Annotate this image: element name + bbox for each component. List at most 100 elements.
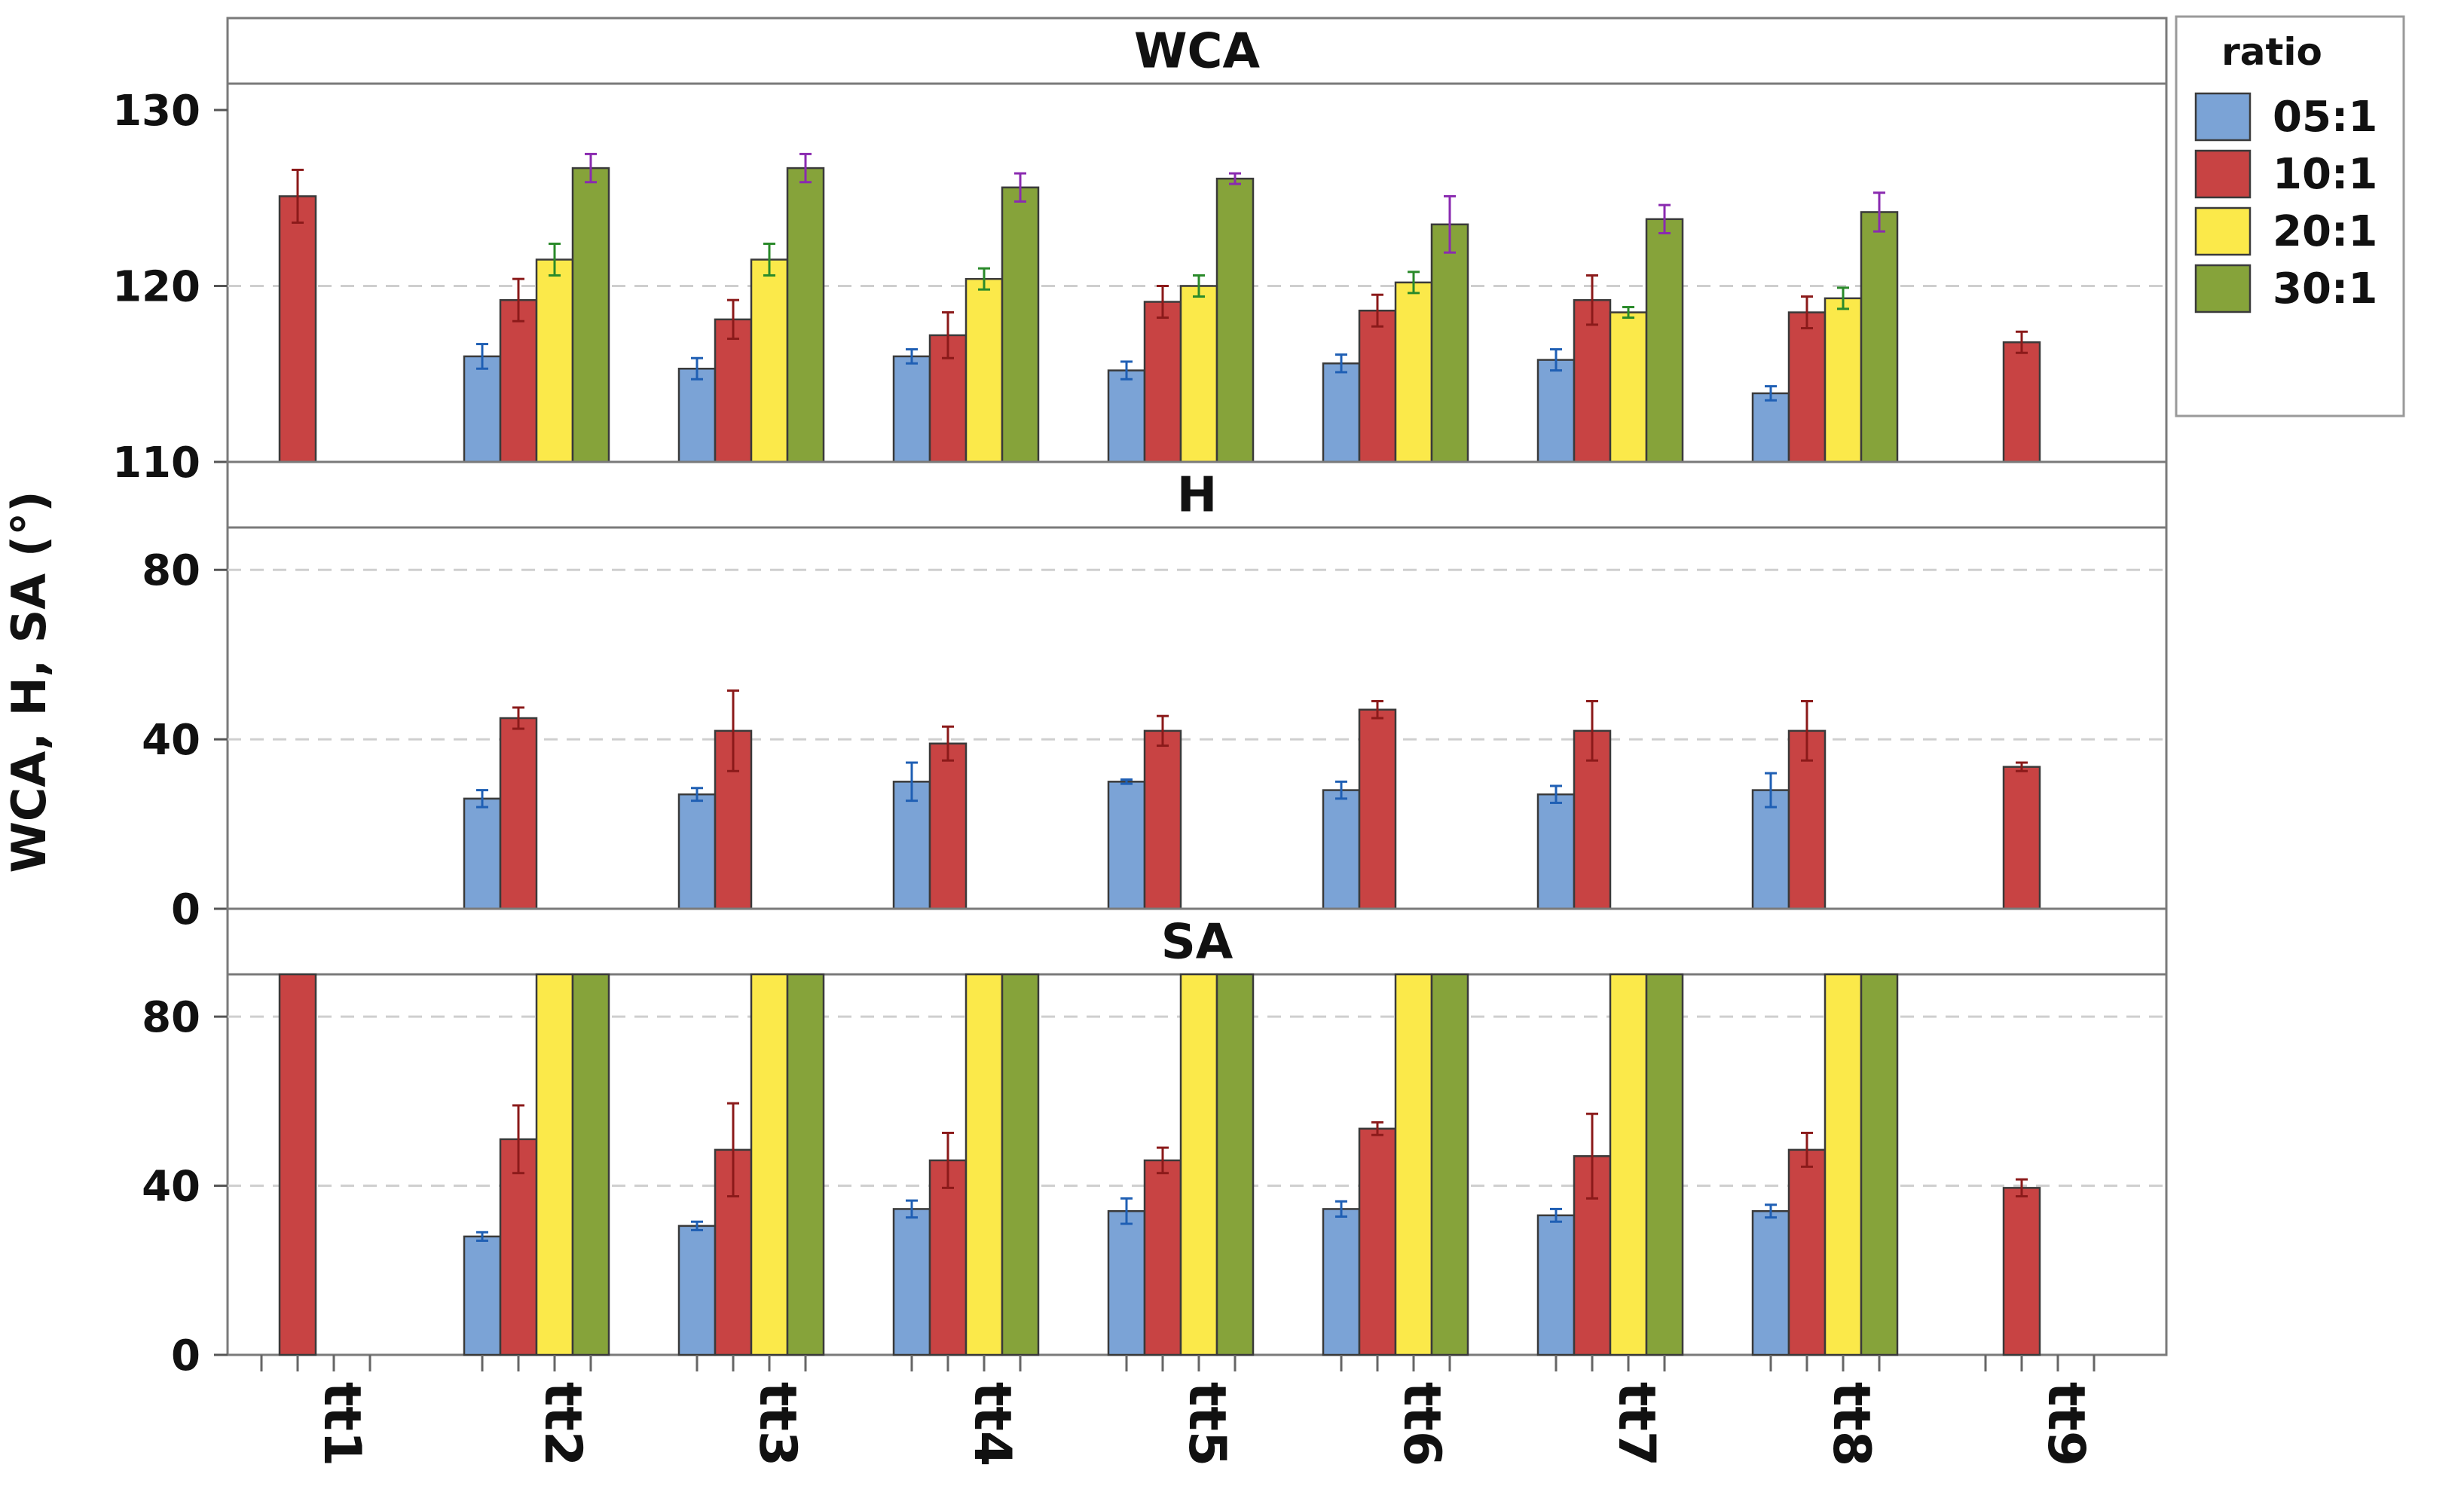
bar-sa-05-1-tt4 <box>892 1208 931 1356</box>
errorbar-h-05-1-tt5 <box>1120 778 1133 785</box>
errorbar-wca-10-1-tt1 <box>292 168 304 224</box>
bar-h-05-1-tt2 <box>463 797 502 910</box>
ytick-label-h-40: 40 <box>142 716 200 765</box>
bar-h-05-1-tt3 <box>677 793 717 910</box>
bar-sa-30-1-tt2 <box>571 973 610 1356</box>
bar-sa-05-1-tt2 <box>463 1235 502 1356</box>
errorbar-h-10-1-tt8 <box>1801 700 1813 762</box>
errorbar-h-05-1-tt7 <box>1550 784 1562 804</box>
errorbar-sa-05-1-tt8 <box>1765 1203 1777 1219</box>
errorbar-h-05-1-tt3 <box>691 787 703 803</box>
bar-sa-10-1-tt1 <box>278 973 317 1356</box>
category-label-tt7: tt7 <box>1606 1382 1666 1466</box>
category-label-tt3: tt3 <box>747 1382 807 1466</box>
legend-label-05-1: 05:1 <box>2273 93 2377 142</box>
legend-swatch-10-1 <box>2194 149 2252 199</box>
bar-wca-10-1-tt6 <box>1358 309 1397 463</box>
category-label-tt1: tt1 <box>312 1382 371 1466</box>
ytick-label-wca-130: 130 <box>112 87 200 136</box>
panel-strip-wca <box>226 17 2168 85</box>
bar-sa-05-1-tt8 <box>1751 1209 1790 1356</box>
bar-wca-05-1-tt2 <box>463 355 502 463</box>
ytick-label-sa-40: 40 <box>142 1163 200 1212</box>
errorbar-sa-10-1-tt8 <box>1801 1131 1813 1168</box>
bar-sa-30-1-tt4 <box>1001 973 1040 1356</box>
bar-wca-10-1-tt1 <box>278 195 317 463</box>
bar-sa-10-1-tt9 <box>2002 1187 2041 1356</box>
errorbar-h-10-1-tt9 <box>2016 761 2028 772</box>
errorbar-sa-10-1-tt6 <box>1371 1121 1383 1136</box>
bar-sa-20-1-tt3 <box>750 973 789 1356</box>
bar-h-05-1-tt8 <box>1751 789 1790 910</box>
errorbar-wca-05-1-tt4 <box>906 348 918 365</box>
bar-sa-05-1-tt7 <box>1536 1214 1576 1356</box>
errorbar-sa-05-1-tt3 <box>691 1220 703 1231</box>
bar-wca-05-1-tt4 <box>892 355 931 463</box>
bar-wca-10-1-tt2 <box>499 298 538 463</box>
bar-wca-20-1-tt8 <box>1824 297 1863 463</box>
bar-wca-10-1-tt9 <box>2002 341 2041 463</box>
legend-label-30-1: 30:1 <box>2273 264 2377 313</box>
errorbar-sa-05-1-tt4 <box>906 1199 918 1219</box>
errorbar-h-05-1-tt2 <box>476 789 488 809</box>
bar-sa-05-1-tt5 <box>1107 1209 1146 1356</box>
category-label-tt2: tt2 <box>533 1382 592 1466</box>
bar-sa-10-1-tt8 <box>1787 1148 1827 1356</box>
bar-wca-05-1-tt6 <box>1322 362 1361 463</box>
legend-swatch-30-1 <box>2194 264 2252 313</box>
category-label-tt6: tt6 <box>1392 1382 1451 1466</box>
errorbar-wca-30-1-tt5 <box>1229 172 1241 185</box>
errorbar-sa-10-1-tt7 <box>1586 1112 1598 1200</box>
bar-wca-05-1-tt5 <box>1107 369 1146 463</box>
bar-wca-05-1-tt7 <box>1536 359 1576 463</box>
bar-sa-05-1-tt3 <box>677 1225 717 1356</box>
errorbar-wca-10-1-tt6 <box>1371 293 1383 328</box>
ytick-label-h-0: 0 <box>171 885 200 934</box>
panel-title-sa: SA <box>1161 915 1234 971</box>
bar-h-10-1-tt5 <box>1143 729 1182 910</box>
ytick-label-wca-120: 120 <box>112 263 200 312</box>
legend-swatch-20-1 <box>2194 206 2252 256</box>
errorbar-h-10-1-tt7 <box>1586 700 1598 762</box>
bar-wca-30-1-tt6 <box>1430 223 1469 463</box>
category-label-tt8: tt8 <box>1821 1382 1881 1466</box>
bar-wca-30-1-tt2 <box>571 167 610 463</box>
bar-sa-20-1-tt2 <box>535 973 574 1356</box>
errorbar-sa-10-1-tt5 <box>1157 1146 1169 1175</box>
category-label-tt4: tt4 <box>962 1382 1022 1466</box>
bar-wca-20-1-tt3 <box>750 258 789 463</box>
ytick-label-h-80: 80 <box>142 546 200 595</box>
bar-h-05-1-tt7 <box>1536 793 1576 910</box>
panel-title-wca: WCA <box>1134 24 1261 80</box>
errorbar-sa-05-1-tt6 <box>1335 1200 1347 1218</box>
errorbar-sa-10-1-tt9 <box>2016 1178 2028 1198</box>
errorbar-sa-05-1-tt2 <box>476 1231 488 1242</box>
errorbar-wca-10-1-tt5 <box>1157 285 1169 320</box>
errorbar-wca-10-1-tt2 <box>512 277 524 323</box>
errorbar-wca-05-1-tt5 <box>1120 360 1133 381</box>
errorbar-wca-20-1-tt5 <box>1193 274 1205 298</box>
errorbar-wca-30-1-tt7 <box>1658 203 1671 234</box>
errorbar-h-10-1-tt5 <box>1157 714 1169 748</box>
bar-wca-20-1-tt6 <box>1394 281 1433 463</box>
bar-sa-10-1-tt4 <box>928 1159 968 1356</box>
bar-h-10-1-tt9 <box>2002 766 2041 910</box>
errorbar-wca-10-1-tt9 <box>2016 330 2028 354</box>
bar-sa-20-1-tt6 <box>1394 973 1433 1356</box>
errorbar-wca-10-1-tt4 <box>942 311 954 359</box>
legend: ratio 05:1 10:1 20:1 30:1 <box>2175 15 2405 417</box>
bar-sa-10-1-tt6 <box>1358 1127 1397 1356</box>
bar-wca-20-1-tt7 <box>1609 311 1648 463</box>
legend-swatch-05-1 <box>2194 92 2252 142</box>
errorbar-h-10-1-tt3 <box>727 689 739 772</box>
errorbar-wca-20-1-tt8 <box>1837 286 1849 310</box>
bar-h-10-1-tt6 <box>1358 708 1397 910</box>
errorbar-sa-05-1-tt7 <box>1550 1207 1562 1223</box>
errorbar-h-10-1-tt2 <box>512 706 524 730</box>
bar-sa-20-1-tt5 <box>1179 973 1218 1356</box>
errorbar-h-05-1-tt8 <box>1765 772 1777 809</box>
errorbar-wca-20-1-tt6 <box>1408 271 1420 295</box>
errorbar-wca-10-1-tt8 <box>1801 295 1813 330</box>
errorbar-wca-30-1-tt4 <box>1014 172 1026 203</box>
